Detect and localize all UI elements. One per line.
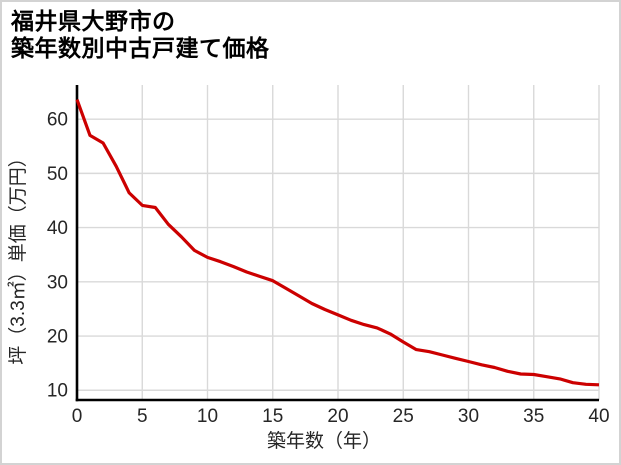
price-line <box>75 99 600 387</box>
x-tick-label: 35 <box>523 406 544 427</box>
x-tick-label: 0 <box>72 406 83 427</box>
y-tick-label: 60 <box>47 110 68 131</box>
y-tick-label: 20 <box>47 327 68 348</box>
x-tick-label: 15 <box>262 406 283 427</box>
x-tick-label: 30 <box>458 406 479 427</box>
x-tick-label: 20 <box>327 406 348 427</box>
chart-title: 福井県大野市の 築年数別中古戸建て価格 <box>11 8 270 62</box>
y-tick-label: 40 <box>47 218 68 239</box>
chart-title-line1: 福井県大野市の <box>11 8 176 34</box>
x-tick-label: 10 <box>197 406 218 427</box>
x-tick-label: 5 <box>137 406 148 427</box>
x-axis-title: 築年数（年） <box>267 430 381 452</box>
x-tick-label: 40 <box>588 406 609 427</box>
y-tick-label: 30 <box>47 272 68 293</box>
chart-title-line2: 築年数別中古戸建て価格 <box>11 35 270 61</box>
y-axis-title: 坪（3.3㎡）単価（万円） <box>6 148 29 364</box>
x-tick-label: 25 <box>393 406 414 427</box>
y-tick-label: 10 <box>47 381 68 402</box>
y-tick-label: 50 <box>47 164 68 185</box>
